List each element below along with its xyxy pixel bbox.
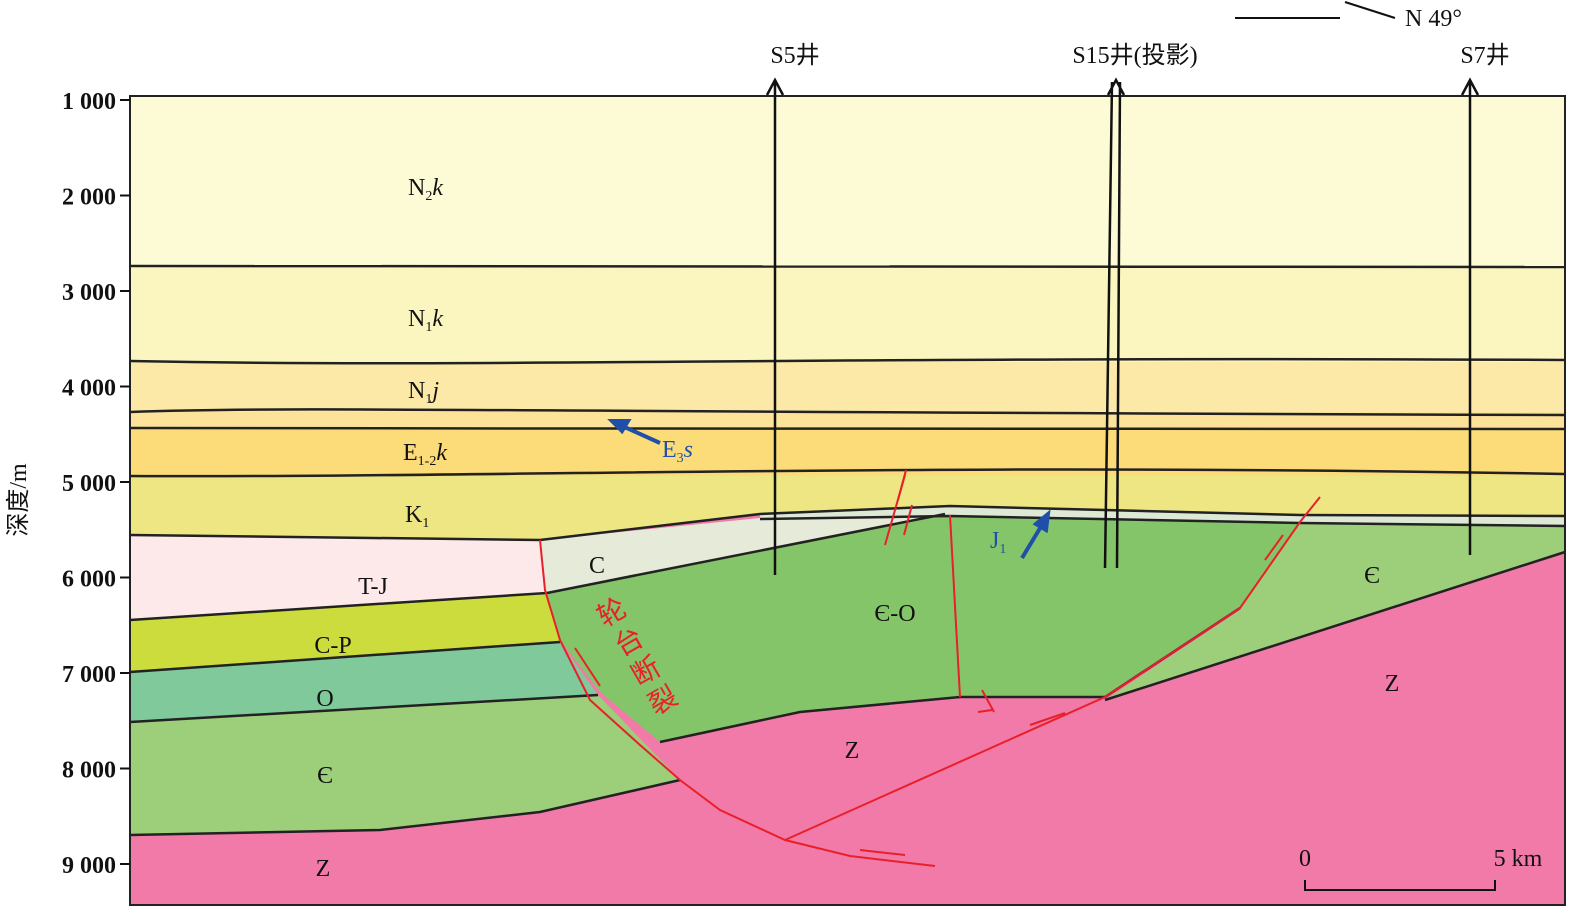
well-label: S7井: [1460, 42, 1509, 69]
stratum: Є-O: [874, 601, 915, 627]
frame: [129, 95, 1566, 906]
stratum: Z: [845, 738, 860, 764]
stratum: N1k: [408, 306, 443, 335]
wells: [765, 77, 1480, 575]
e3s-arrow: [607, 419, 661, 445]
stratum: N2k: [408, 175, 443, 204]
cam-right: [1105, 522, 1565, 700]
stratum: Є: [1364, 563, 1380, 589]
stratum: O: [316, 686, 333, 712]
e12k-layer: [130, 428, 1565, 476]
scale-bar: [1304, 880, 1496, 891]
axis-label: 深度/m: [5, 463, 32, 537]
e3s-layer: [130, 412, 1565, 428]
north-label: N 49°: [1405, 6, 1462, 32]
tick-label: 3 000: [62, 280, 116, 306]
stratum: T-J: [358, 574, 388, 600]
north-arrow: [1235, 1, 1396, 19]
stratum: K1: [405, 502, 429, 531]
tick-label: 5 000: [62, 471, 116, 497]
tick-label: 8 000: [62, 758, 116, 784]
j1-layer: [760, 507, 1565, 526]
well-label: S15井(投影): [1072, 42, 1197, 69]
stratum: C-P: [314, 633, 351, 659]
c-layer: [540, 514, 945, 593]
stratum: J1: [990, 528, 1006, 557]
faults: [539, 469, 1321, 867]
stratum: Z: [316, 856, 331, 882]
stratum: Є: [317, 763, 333, 789]
stratum: N1j: [408, 378, 439, 407]
n1k-layer: [130, 268, 1565, 362]
scale-end: 5 km: [1494, 846, 1543, 872]
stratum: C: [589, 553, 605, 579]
j1-arrow: [1020, 509, 1051, 560]
stratum: Z: [1385, 671, 1400, 697]
cp-layer: [130, 593, 560, 672]
scale-start: 0: [1299, 846, 1311, 872]
cam-left: [130, 695, 680, 835]
tick-label: 6 000: [62, 567, 116, 593]
layers: [130, 96, 1565, 905]
tick-label: 2 000: [62, 185, 116, 211]
cam-o-layer: [545, 514, 1300, 742]
tick-label: 7 000: [62, 662, 116, 688]
o-layer: [130, 642, 598, 722]
boundaries: [130, 264, 1565, 837]
stratum: E3s: [662, 437, 693, 466]
n1j-layer: [130, 362, 1565, 412]
tick-label: 9 000: [62, 853, 116, 879]
k1-layer: [130, 476, 1565, 540]
n2k-layer: [130, 96, 1565, 268]
tick-label: 4 000: [62, 376, 116, 402]
stratum: E1-2k: [403, 440, 447, 469]
strata-labels: N2k N1k N1j E3s E1-2k K1 J1 T-J C-P O Є …: [314, 175, 1399, 882]
depth-axis: 1 000 2 000 3 000 4 000 5 000 6 000 7 000 8 000…: [62, 89, 130, 879]
tick-label: 1 000: [62, 89, 116, 115]
well-label: S5井: [770, 42, 819, 69]
